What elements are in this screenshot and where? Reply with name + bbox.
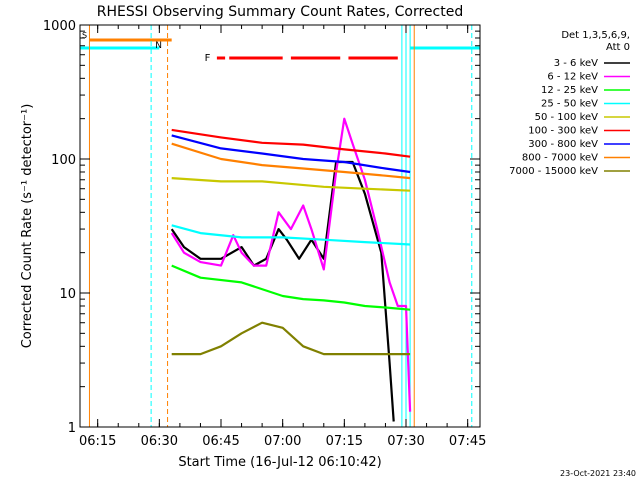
x-tick-label: 06:30 xyxy=(141,434,178,449)
series-3-6-kev xyxy=(170,160,395,422)
legend-label: 3 - 6 keV xyxy=(554,58,598,69)
series-25-50-kev xyxy=(171,224,411,246)
x-tick-label: 07:30 xyxy=(387,434,424,449)
x-tick-label: 07:45 xyxy=(449,434,486,449)
series-12-25-kev xyxy=(171,264,411,311)
flag-label-left: S xyxy=(82,31,87,40)
legend-label: 50 - 100 keV xyxy=(535,112,599,123)
chart-title: RHESSI Observing Summary Count Rates, Co… xyxy=(97,4,463,20)
series-6-12-kev xyxy=(170,117,412,412)
legend: Det 1,3,5,6,9,Att 0 3 - 6 keV 6 - 12 keV 12… xyxy=(509,30,630,177)
legend-label: 12 - 25 keV xyxy=(541,85,598,96)
legend-label: 6 - 12 keV xyxy=(547,72,598,83)
y-tick-label: 1 xyxy=(68,421,76,436)
legend-header: Det 1,3,5,6,9, xyxy=(561,30,630,41)
x-tick-label: 07:00 xyxy=(264,434,301,449)
series-7000-15000-kev xyxy=(171,321,411,356)
series-800-7000-kev xyxy=(171,142,411,180)
plot-frame xyxy=(79,24,481,428)
flag-label-right: N xyxy=(155,41,162,51)
legend-header: Att 0 xyxy=(606,42,630,53)
legend-label: 25 - 50 keV xyxy=(541,99,598,110)
series-100-300-kev xyxy=(171,128,411,158)
y-tick-label: 1000 xyxy=(43,19,76,34)
flare-flag-label: F xyxy=(205,53,211,64)
series-300-800-kev xyxy=(171,134,411,174)
generation-timestamp: 23-Oct-2021 23:40 xyxy=(560,469,636,478)
y-tick-label: 10 xyxy=(59,287,76,302)
x-axis-label: Start Time (16-Jul-12 06:10:42) xyxy=(178,455,381,470)
x-tick-label: 07:15 xyxy=(326,434,363,449)
x-tick-label: 06:45 xyxy=(202,434,239,449)
legend-label: 800 - 7000 keV xyxy=(522,153,598,164)
y-axis-label: Corrected Count Rate (s⁻¹ detector⁻¹) xyxy=(20,104,35,349)
series-50-100-kev xyxy=(171,177,411,192)
legend-label: 300 - 800 keV xyxy=(528,139,598,150)
legend-label: 100 - 300 keV xyxy=(528,126,598,137)
x-tick-label: 06:15 xyxy=(79,434,116,449)
legend-label: 7000 - 15000 keV xyxy=(509,166,598,177)
y-tick-label: 100 xyxy=(51,153,76,168)
